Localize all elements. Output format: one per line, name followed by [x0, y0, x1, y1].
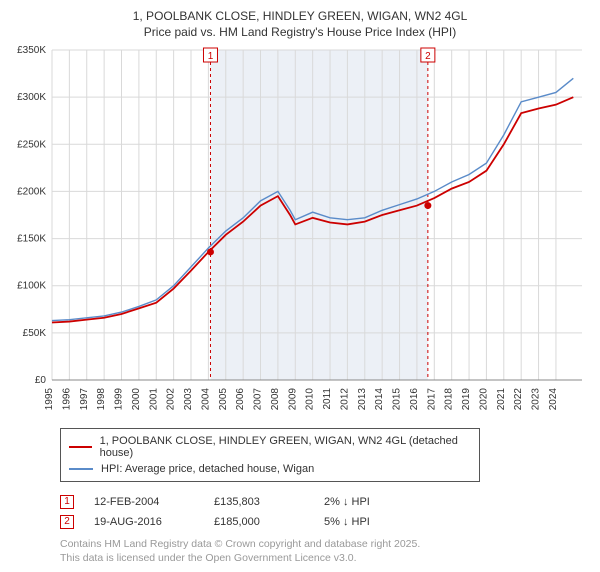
legend: 1, POOLBANK CLOSE, HINDLEY GREEN, WIGAN,… [60, 428, 480, 482]
svg-text:2016: 2016 [409, 388, 420, 411]
svg-text:2011: 2011 [322, 388, 333, 410]
legend-item: 1, POOLBANK CLOSE, HINDLEY GREEN, WIGAN,… [69, 433, 471, 461]
svg-text:2010: 2010 [305, 388, 316, 411]
svg-text:£350K: £350K [17, 45, 46, 56]
legend-swatch [69, 446, 92, 448]
svg-text:2008: 2008 [270, 388, 281, 411]
sale-row: 1 12-FEB-2004£135,8032% ↓ HPI [60, 492, 590, 512]
svg-text:£250K: £250K [17, 140, 46, 151]
sale-marker-box: 1 [60, 495, 74, 509]
chart-container: 1, POOLBANK CLOSE, HINDLEY GREEN, WIGAN,… [0, 0, 600, 572]
chart-svg: £0£50K£100K£150K£200K£250K£300K£350K1995… [52, 46, 582, 416]
svg-text:2000: 2000 [131, 388, 142, 411]
svg-text:2006: 2006 [235, 388, 246, 411]
sale-marker-box: 2 [60, 515, 74, 529]
sale-date: 12-FEB-2004 [94, 496, 214, 508]
svg-text:2024: 2024 [548, 388, 559, 411]
svg-text:2014: 2014 [374, 388, 385, 411]
sale-delta: 5% ↓ HPI [324, 516, 370, 528]
legend-item: HPI: Average price, detached house, Wiga… [69, 461, 471, 477]
svg-text:£0: £0 [35, 375, 47, 386]
svg-text:£300K: £300K [17, 93, 46, 104]
svg-text:2018: 2018 [444, 388, 455, 411]
sale-delta: 2% ↓ HPI [324, 496, 370, 508]
svg-text:2005: 2005 [218, 388, 229, 411]
svg-text:2021: 2021 [496, 388, 507, 411]
svg-text:£200K: £200K [17, 187, 46, 198]
svg-text:2001: 2001 [148, 388, 159, 411]
svg-text:£150K: £150K [17, 234, 46, 245]
legend-swatch [69, 468, 93, 470]
sale-date: 19-AUG-2016 [94, 516, 214, 528]
svg-text:2023: 2023 [531, 388, 542, 411]
attribution: Contains HM Land Registry data © Crown c… [60, 538, 590, 565]
svg-text:£50K: £50K [23, 328, 47, 339]
svg-text:2: 2 [425, 51, 431, 62]
svg-text:2013: 2013 [357, 388, 368, 411]
svg-text:1996: 1996 [61, 388, 72, 411]
legend-label: HPI: Average price, detached house, Wiga… [101, 463, 314, 475]
chart-title: 1, POOLBANK CLOSE, HINDLEY GREEN, WIGAN,… [10, 8, 590, 40]
sales-table: 1 12-FEB-2004£135,8032% ↓ HPI 2 19-AUG-2016… [60, 492, 590, 532]
attribution-line-1: Contains HM Land Registry data © Crown c… [60, 538, 420, 550]
svg-text:£100K: £100K [17, 281, 46, 292]
sale-price: £135,803 [214, 496, 324, 508]
svg-text:2012: 2012 [339, 388, 350, 411]
svg-text:2022: 2022 [513, 388, 524, 411]
svg-text:1995: 1995 [44, 388, 55, 411]
legend-label: 1, POOLBANK CLOSE, HINDLEY GREEN, WIGAN,… [100, 435, 471, 459]
svg-text:2002: 2002 [166, 388, 177, 411]
sale-price: £185,000 [214, 516, 324, 528]
plot-area: £0£50K£100K£150K£200K£250K£300K£350K1995… [52, 46, 582, 416]
svg-text:1999: 1999 [114, 388, 125, 411]
svg-text:2007: 2007 [253, 388, 264, 411]
svg-text:2009: 2009 [287, 388, 298, 411]
svg-text:1997: 1997 [79, 388, 90, 411]
svg-text:2015: 2015 [392, 388, 403, 411]
title-line-1: 1, POOLBANK CLOSE, HINDLEY GREEN, WIGAN,… [133, 9, 468, 23]
sale-row: 2 19-AUG-2016£185,0005% ↓ HPI [60, 512, 590, 532]
svg-text:1: 1 [208, 51, 214, 62]
attribution-line-2: This data is licensed under the Open Gov… [60, 552, 357, 564]
svg-text:2019: 2019 [461, 388, 472, 411]
svg-text:2003: 2003 [183, 388, 194, 411]
svg-text:2004: 2004 [200, 388, 211, 411]
svg-text:2020: 2020 [478, 388, 489, 411]
svg-text:1998: 1998 [96, 388, 107, 411]
svg-text:2017: 2017 [426, 388, 437, 411]
title-line-2: Price paid vs. HM Land Registry's House … [144, 25, 456, 39]
